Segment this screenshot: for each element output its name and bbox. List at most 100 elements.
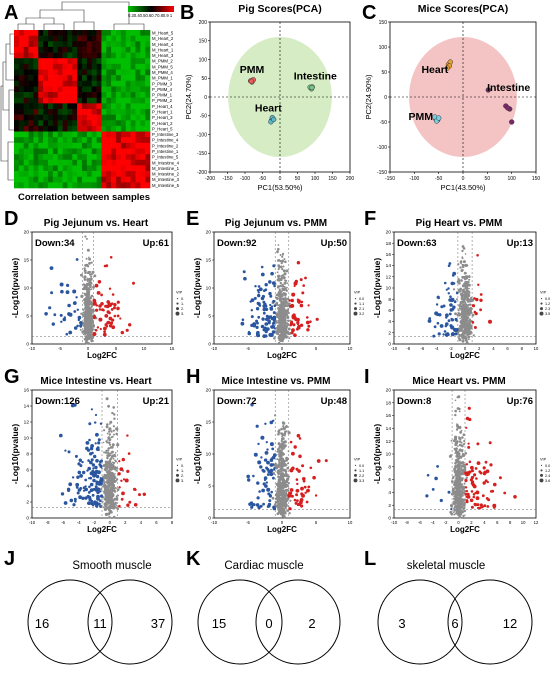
heatmap-cell [96,182,102,189]
volcano-point-ns [462,260,466,264]
volcano-point-down [453,300,457,304]
volcano-point-up [471,321,475,324]
heatmap-cell [116,103,122,110]
volcano-point-up [479,308,482,312]
volcano-point-down [100,459,103,463]
volcano-chart-pig-jejunum-pmm: Pig Jejunum vs. PMM-10 -5 0 5 1005101520Log2… [192,218,364,360]
volcano-point-down [266,317,270,320]
volcano-point-up [473,326,477,329]
volcano-point-ns [286,316,290,320]
volcano-point-ns [278,458,281,461]
heatmap-cell [67,154,73,161]
heatmap-cell [130,159,136,166]
heatmap-cell [14,103,20,110]
vip-legend-label: 1.2 [545,302,550,306]
heatmap-cell [120,103,127,110]
heatmap-cell [120,75,127,82]
volcano-point-ns [278,334,282,338]
volcano-point-ns [106,432,109,435]
heatmap-cell [57,30,63,36]
volcano-point-ns [91,270,95,274]
volcano-point-ns [278,314,281,317]
volcano-point-ns [287,327,291,331]
volcano-point-ns [287,333,290,336]
heatmap-cell [145,75,151,82]
y-tick-label: 50 [381,70,387,76]
volcano-point-down [90,408,93,411]
heatmap-cell [38,154,44,161]
heatmap-cell [145,35,151,42]
heatmap-cell [23,41,29,48]
heatmap-cell [106,41,112,48]
heatmap-cell [116,30,122,36]
volcano-point-ns [276,448,280,451]
heatmap-cell [96,120,102,127]
heatmap-cell [120,80,127,87]
heatmap-cell [28,69,34,76]
heatmap-cell [67,171,73,178]
volcano-point-ns [110,491,113,494]
volcano-point-ns [448,454,452,458]
volcano-point-ns [464,337,466,340]
heatmap-cell [86,97,93,104]
heatmap-cell [57,182,63,189]
volcano-point-up [475,496,480,501]
heatmap-cell [96,154,102,161]
volcano-point-up [111,293,115,296]
heatmap-cell [62,171,68,178]
heatmap-cell [91,159,97,166]
volcano-point-down [260,265,264,269]
heatmap-cell [18,86,25,93]
volcano-point-down [99,505,102,508]
volcano-point-ns [103,476,106,478]
down-count-label: Down:63 [397,238,437,249]
heatmap-cell [130,41,136,48]
down-count-label: Down:92 [217,238,257,249]
heatmap-cell [62,41,68,48]
heatmap-cell [96,114,102,121]
heatmap-cell [125,131,131,138]
volcano-point-down [65,332,69,336]
heatmap-cell [106,58,112,65]
heatmap-cell [28,97,34,104]
up-count-label: Up:76 [507,396,533,407]
y-tick-label: 6 [388,477,391,483]
volcano-point-ns [111,454,113,457]
volcano-point-ns [83,324,87,328]
volcano-point-ns [455,298,458,301]
heatmap-cell [106,131,112,138]
heatmap-cell [23,30,29,36]
heatmap-cell [111,159,117,166]
volcano-point-down [77,470,82,475]
heatmap-cell [140,52,146,59]
volcano-point-ns [88,325,92,328]
heatmap-cell [33,137,39,144]
volcano-point-up [304,491,307,494]
volcano-point-ns [108,501,112,505]
heatmap-row-label: P_PMM_3 [152,81,173,86]
color-scale-ticks: 0.30.40.50.60.70.80.9 1 [128,13,173,18]
heatmap-cell [111,131,117,138]
volcano-point-ns [105,498,108,502]
heatmap-cell [52,30,59,36]
venn-circle-left [27,579,113,665]
x-tick-label: -100 [240,176,250,182]
volcano-point-ns [461,461,465,464]
heatmap-cell [111,114,117,121]
volcano-point-up [95,308,99,312]
volcano-point-up [302,479,306,483]
venn-skeletal-muscle: skeletal muscle 3 6 12 [377,560,533,665]
volcano-point-ns [281,328,285,331]
x-tick-label: 0 [281,520,284,525]
heatmap-cell [140,109,146,115]
volcano-point-up [126,469,130,473]
volcano-point-up [464,478,468,483]
volcano-point-up [470,475,474,480]
volcano-point-ns [82,321,86,325]
vip-legend-marker [175,478,180,483]
volcano-point-ns [109,447,112,449]
volcano-point-ns [276,315,279,319]
volcano-point-up [472,484,477,489]
heatmap-cell [120,109,127,115]
volcano-point-ns [466,297,469,300]
